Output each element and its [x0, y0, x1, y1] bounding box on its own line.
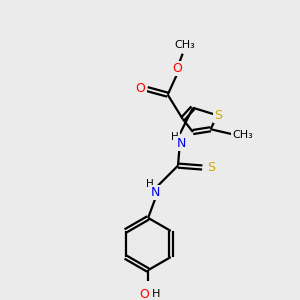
Text: S: S [214, 109, 222, 122]
Text: H: H [152, 290, 160, 299]
Text: S: S [207, 161, 215, 174]
Text: CH₃: CH₃ [174, 40, 195, 50]
Text: H: H [171, 132, 179, 142]
Text: H: H [146, 179, 154, 189]
Text: O: O [172, 62, 182, 75]
Text: N: N [151, 186, 160, 199]
Text: N: N [177, 137, 186, 150]
Text: O: O [136, 82, 146, 95]
Text: O: O [140, 288, 149, 300]
Text: CH₃: CH₃ [232, 130, 253, 140]
